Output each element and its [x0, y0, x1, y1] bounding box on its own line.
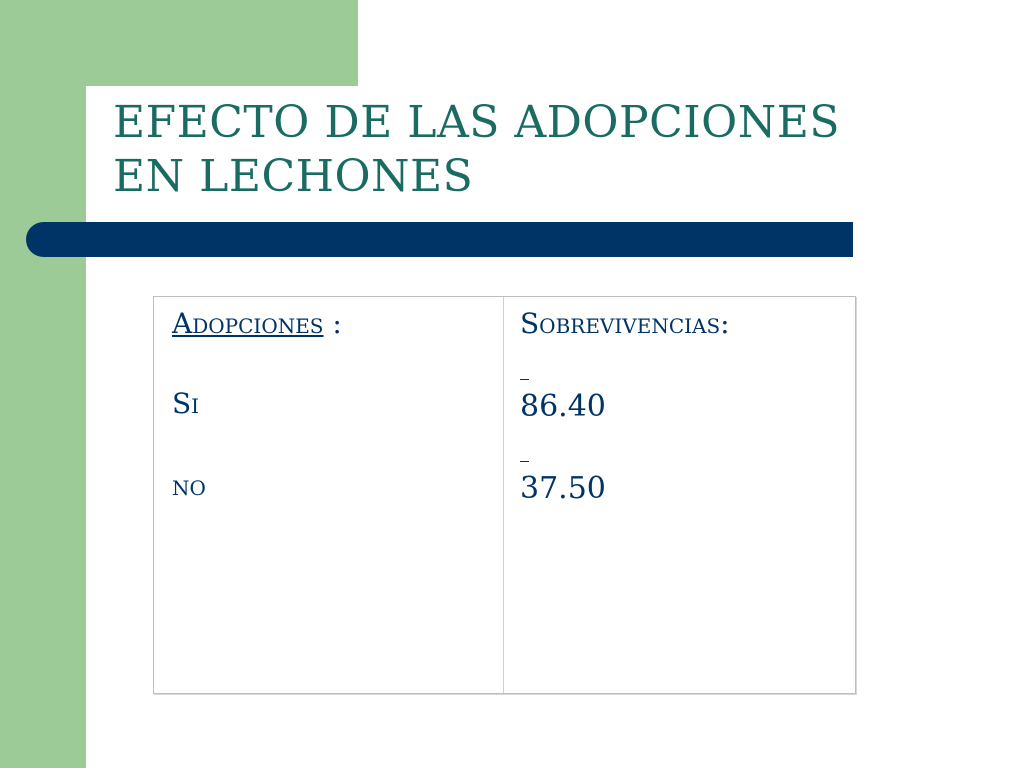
row-value-si: 86.40: [520, 389, 606, 424]
row-value-no: 37.50: [520, 471, 606, 506]
adoptions-header: Adopciones :: [172, 307, 342, 340]
left-accent-bar: [0, 0, 86, 768]
survival-column: Sobrevivencias: 86.40 37.50: [504, 297, 855, 693]
adoptions-header-colon: :: [323, 307, 342, 340]
title-divider-bar: [26, 222, 853, 257]
adoption-survival-table: Adopciones : Si no Sobrevivencias: 86.40…: [153, 296, 856, 694]
top-accent-block: [86, 0, 358, 86]
adoptions-header-label: Adopciones: [172, 307, 324, 340]
value-marker-si: [520, 379, 529, 380]
survival-header: Sobrevivencias:: [520, 307, 730, 340]
slide-title-line-1: EFECTO DE LAS ADOPCIONES: [113, 97, 840, 148]
adoptions-column: Adopciones : Si no: [154, 297, 504, 693]
row-label-no: no: [172, 469, 206, 502]
title-background: [86, 86, 358, 226]
slide-title-line-2: EN LECHONES: [113, 151, 474, 202]
slide-title: EFECTO DE LAS ADOPCIONES EN LECHONES: [113, 96, 993, 204]
row-label-si: Si: [172, 387, 200, 420]
value-marker-no: [520, 461, 529, 462]
